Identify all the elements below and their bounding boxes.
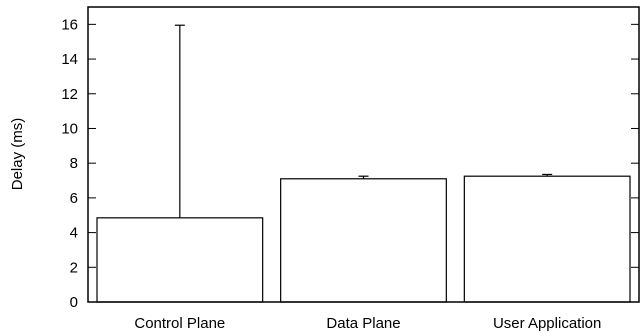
y-tick-label: 2 [70,259,78,276]
category-label: Control Plane [134,315,225,332]
category-label: Data Plane [326,315,400,332]
y-tick-label: 14 [61,51,78,68]
y-tick-label: 0 [70,294,78,311]
y-tick-label: 6 [70,190,78,207]
error-bars [174,24,553,218]
y-tick-label: 10 [61,120,78,137]
y-tick-label: 4 [70,225,78,242]
bar [96,217,264,303]
bars [96,175,631,303]
y-axis-ticks: 0 2 4 6 8 10 12 14 16 [61,16,639,311]
y-tick-label: 12 [61,86,78,103]
bar [280,178,447,303]
category-labels: Control Plane Data Plane User Application [134,315,601,332]
bar [463,175,631,303]
y-tick-label: 16 [61,16,78,33]
category-label: User Application [493,315,601,332]
y-tick-label: 8 [70,155,78,172]
y-axis-title: Delay (ms) [9,118,26,191]
plot-frame [87,6,640,303]
